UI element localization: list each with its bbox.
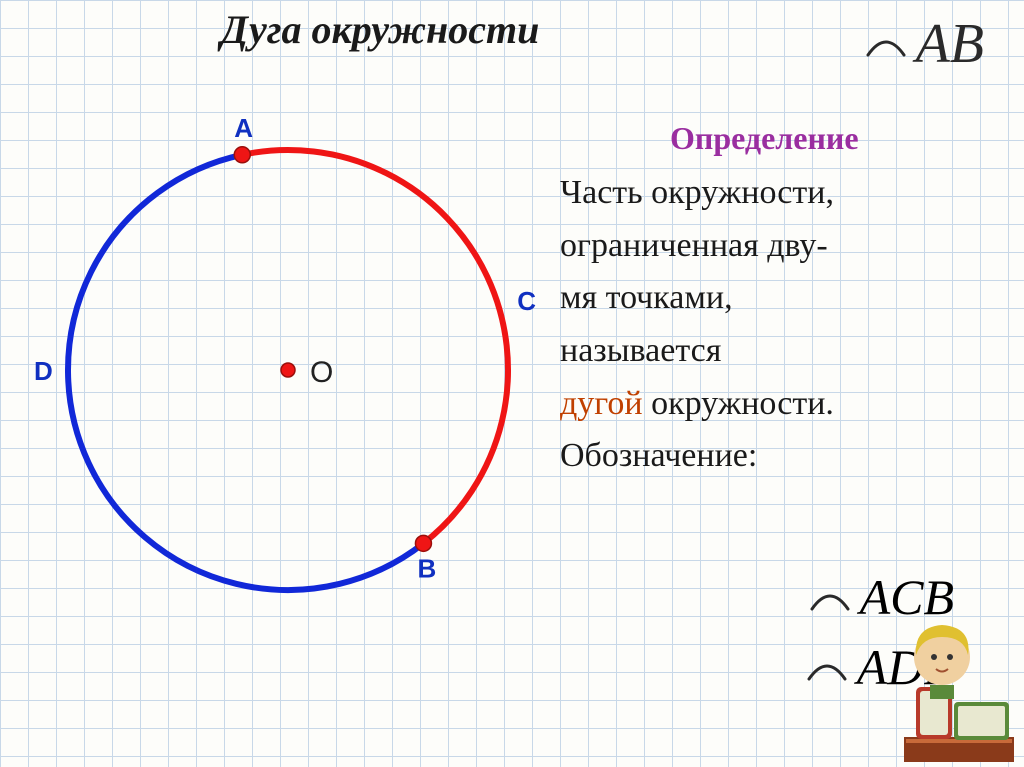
arc-symbol-icon — [864, 35, 908, 59]
def-line1: Часть окружности, — [560, 174, 834, 211]
def-highlight: дугой — [560, 385, 643, 422]
point-b — [415, 535, 431, 551]
arc-acb — [242, 150, 508, 543]
circle-diagram: O A B C D — [20, 90, 540, 650]
definition-heading: Определение — [560, 120, 990, 157]
definition-block: Определение Часть окружности, ограниченн… — [560, 120, 990, 483]
point-a — [234, 147, 250, 163]
def-line4: называется — [560, 332, 721, 369]
center-point — [281, 363, 295, 377]
arc-adb — [68, 155, 423, 590]
arc-symbol-icon — [805, 659, 849, 683]
point-label-a: A — [234, 113, 253, 143]
definition-body: Часть окружности, ограниченная дву- мя т… — [560, 167, 990, 483]
arc-symbol-icon — [808, 589, 852, 613]
def-line2: ограниченная дву- — [560, 227, 828, 264]
arc-notation-ab: AB — [864, 12, 984, 76]
def-line5-rest: окружности. — [643, 385, 834, 422]
mascot-icon — [894, 607, 1024, 767]
center-label: O — [310, 356, 333, 389]
def-line3: мя точками, — [560, 279, 733, 316]
point-label-b: B — [417, 553, 436, 583]
def-line6: Обозначение: — [560, 437, 757, 474]
slide-content: Дуга окружности AB Определение Часть окр… — [0, 0, 1024, 767]
point-label-c: C — [517, 286, 536, 316]
point-label-d: D — [34, 356, 53, 386]
arc-ab-text: AB — [916, 13, 984, 75]
page-title: Дуга окружности — [0, 6, 760, 53]
